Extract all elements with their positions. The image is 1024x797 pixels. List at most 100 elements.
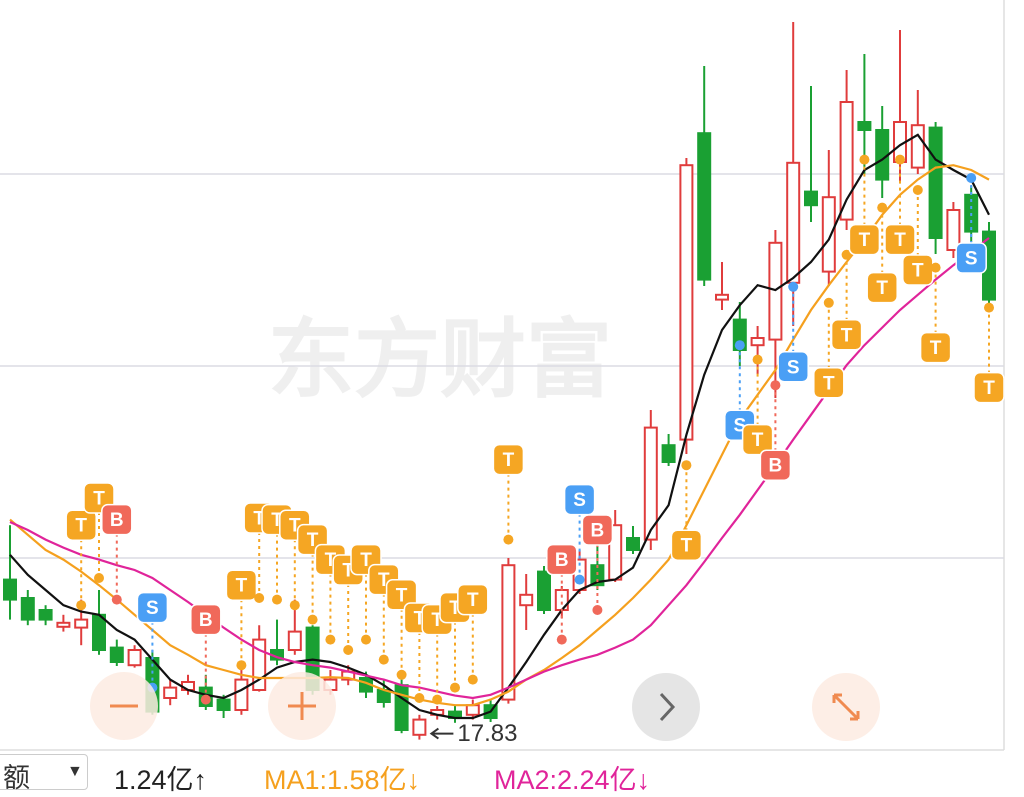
signal-text: T [75, 516, 87, 537]
signal-badge [741, 423, 774, 456]
candle-body [287, 630, 302, 651]
candle-body [910, 124, 925, 169]
signal-dot [200, 694, 211, 705]
signal-dot [432, 694, 443, 705]
candle-body [661, 444, 676, 464]
candle-body [234, 678, 249, 711]
signal-dot [841, 249, 852, 260]
candle-body [554, 589, 569, 611]
signal-badge [670, 529, 703, 561]
footer: 额 ▼ 1.24亿↑ MA1:1.58亿↓ MA2:2.24亿↓ [0, 752, 1024, 795]
candle-body [537, 570, 551, 611]
signal-dot [788, 281, 799, 292]
signal-text: S [787, 357, 800, 378]
indicator-select[interactable]: 额 ▼ [0, 754, 88, 793]
candle-body [216, 698, 231, 711]
candle-body [626, 537, 640, 551]
signal-badge [563, 483, 596, 516]
low-arrow-head [429, 727, 439, 740]
candle-body [768, 241, 783, 341]
signal-text: T [360, 550, 372, 571]
signal-text: T [681, 536, 693, 557]
signal-text: T [503, 450, 515, 471]
watermark: 东方财富 [268, 312, 612, 408]
signal-badge [225, 569, 258, 601]
signal-dot [450, 682, 460, 693]
signal-text: T [236, 576, 248, 597]
signal-text: T [912, 261, 924, 282]
signal-badge [848, 223, 881, 256]
signal-text: T [859, 230, 871, 251]
candle-body [412, 718, 427, 736]
signal-dot [254, 593, 265, 603]
signal-dot [361, 634, 371, 645]
signal-dot [378, 654, 389, 665]
signal-dot [414, 693, 425, 703]
candle-body [56, 621, 71, 628]
signal-dot [111, 594, 122, 605]
signal-text: B [555, 550, 569, 571]
signal-text: T [930, 338, 942, 359]
signal-dot [94, 573, 104, 583]
signal-dot [895, 154, 905, 165]
signal-dot [823, 297, 834, 308]
candle-body [804, 190, 818, 207]
signal-dot [343, 645, 354, 655]
candle-body [465, 704, 480, 716]
signal-badge [777, 351, 809, 383]
signal-badge [136, 591, 169, 624]
signal-dot [272, 594, 282, 605]
signal-dot [966, 173, 977, 183]
signal-text: T [894, 230, 906, 251]
signal-dot [556, 634, 567, 645]
signal-badge [492, 443, 525, 476]
low-label: 17.83 [457, 720, 517, 747]
signal-text: T [307, 530, 319, 551]
signal-badge [190, 603, 222, 636]
candle-body [786, 161, 801, 284]
signal-dot [770, 380, 781, 391]
volume-value: 1.24亿↑ [114, 765, 208, 795]
signal-text: B [110, 510, 124, 531]
signal-dot [930, 262, 941, 273]
select-arrow: ▼ [67, 763, 83, 780]
candle-body [839, 101, 854, 221]
signal-dot [752, 354, 763, 365]
signal-text: T [983, 378, 995, 399]
signal-badge [919, 331, 952, 364]
candle-body [3, 578, 17, 601]
signal-dot [467, 674, 478, 685]
signal-badge [884, 223, 916, 256]
candle-body [946, 209, 961, 251]
signal-dot [503, 534, 514, 545]
signal-badge [65, 509, 97, 541]
signal-text: S [573, 490, 586, 511]
signal-badge [973, 371, 1005, 404]
candle-body [643, 426, 658, 541]
signal-text: S [965, 249, 978, 270]
candle-body [38, 609, 53, 621]
signal-text: T [396, 585, 408, 606]
candle-body [857, 121, 872, 131]
candle-body [697, 132, 712, 281]
signal-dot [859, 154, 870, 165]
candle-body [501, 564, 516, 701]
signal-badge [581, 514, 614, 546]
signal-dot [76, 600, 87, 611]
candle-body [519, 593, 534, 607]
signal-dot [236, 660, 247, 671]
signal-badge [813, 367, 845, 399]
signal-dot [912, 185, 923, 195]
signal-badge [457, 583, 489, 616]
signal-badge [955, 242, 987, 274]
candle-body [750, 337, 765, 347]
signal-badge [385, 579, 418, 611]
signal-dot [289, 600, 300, 611]
signal-text: S [146, 598, 159, 619]
select-label: 额 [3, 763, 30, 793]
signal-dot [307, 614, 318, 625]
candle-body [127, 649, 142, 667]
signal-badge [759, 449, 792, 481]
